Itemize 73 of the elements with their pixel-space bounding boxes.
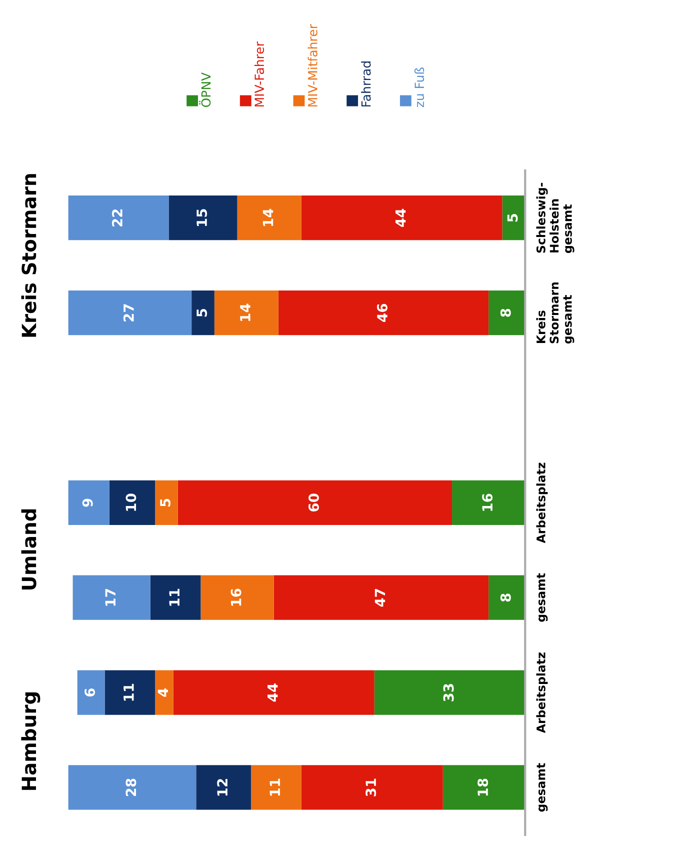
bar [68, 196, 169, 240]
data-label: 9 [82, 498, 93, 507]
bar [68, 290, 192, 336]
bar [301, 196, 502, 240]
data-label: 5 [507, 214, 518, 222]
data-label: 22 [112, 209, 122, 226]
bar [200, 575, 274, 620]
data-label: 44 [395, 208, 406, 227]
bar [237, 196, 302, 240]
data-label: 5 [160, 498, 170, 506]
data-label: 11 [270, 778, 280, 796]
text: Hamburg [21, 692, 40, 790]
bar [488, 575, 526, 620]
bar [250, 765, 302, 810]
bar [68, 765, 196, 810]
bar [196, 765, 251, 810]
data-label: 27 [123, 304, 134, 322]
data-label: 6 [84, 688, 96, 697]
bar [68, 480, 110, 525]
data-label: 17 [105, 589, 116, 606]
data-label: 11 [169, 588, 180, 606]
bar [442, 765, 526, 810]
text: ÖPNV [199, 72, 211, 107]
data-label: 4 [158, 688, 168, 697]
bar [488, 290, 526, 336]
bar [173, 670, 374, 715]
bar [168, 196, 238, 240]
data-label: 12 [217, 779, 228, 796]
y-tick-label: Arbeitsplatz [536, 652, 548, 734]
bar [109, 480, 156, 525]
text: MIV-Mitfahrer [308, 24, 318, 106]
data-label: 14 [262, 208, 274, 226]
y-tick-label: Arbeitsplatz [536, 462, 548, 544]
data-label: 31 [366, 778, 376, 796]
bar [374, 670, 526, 715]
text: zu Fuß [414, 67, 424, 108]
bar [150, 575, 201, 620]
data-label: 16 [482, 494, 493, 511]
data-label: 8 [500, 594, 511, 602]
data-label: 15 [196, 209, 208, 226]
data-label: 10 [126, 494, 136, 511]
bar [178, 480, 452, 525]
data-label: 60 [308, 494, 319, 512]
data-label: 5 [196, 308, 208, 317]
data-label: 14 [240, 304, 250, 321]
data-label: 46 [377, 304, 388, 322]
text: Fahrrad [361, 62, 371, 106]
bar [77, 670, 105, 715]
bar [274, 575, 489, 620]
bar [72, 575, 150, 620]
text: Kreis Stormarn [21, 174, 36, 337]
y-tick-label: Kreis Stormarn gesamt [536, 282, 574, 344]
text: Umland [21, 509, 36, 590]
bar [278, 290, 489, 336]
data-label: 18 [478, 778, 488, 796]
bar [155, 670, 174, 715]
data-label: 44 [268, 684, 278, 702]
y-tick-label: Schleswig-Holstein gesamt [536, 182, 574, 253]
data-label: 16 [230, 588, 242, 606]
bar [214, 290, 278, 336]
data-label: 8 [500, 308, 511, 317]
bar [104, 670, 156, 715]
y-tick-label: gesamt [536, 763, 548, 812]
text: MIV-Fahrer [254, 42, 264, 106]
y-tick-label: gesamt [536, 573, 548, 622]
data-label: 33 [443, 684, 454, 702]
data-label: 28 [126, 778, 136, 796]
bar [192, 290, 214, 336]
data-label: 47 [374, 589, 386, 607]
data-label: 11 [124, 684, 134, 701]
bar [155, 480, 178, 525]
bar [452, 480, 526, 525]
bar [301, 765, 443, 810]
